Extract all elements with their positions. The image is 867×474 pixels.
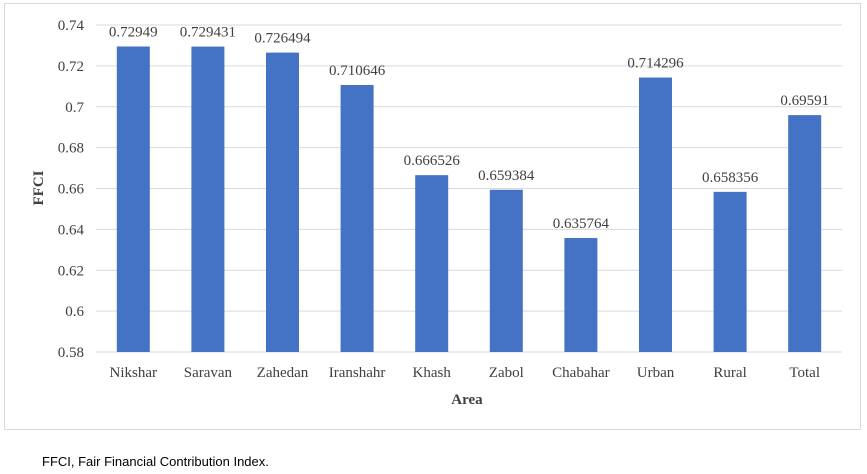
x-tick-label: Khash (413, 365, 452, 381)
bar-rural (713, 191, 747, 352)
bar-urban (639, 77, 672, 353)
y-tick-label: 0.74 (58, 18, 85, 34)
y-tick-label: 0.62 (58, 263, 84, 279)
y-tick-label: 0.58 (58, 345, 84, 361)
y-axis-title: FFCI (31, 170, 47, 205)
bar-chabahar (564, 238, 598, 352)
y-tick-label: 0.6 (65, 304, 84, 320)
x-tick-label: Zahedan (257, 365, 309, 381)
y-tick-label: 0.66 (58, 182, 85, 198)
y-axis-ticks: 0.58 0.6 0.62 0.64 0.66 0.68 0.7 0.72 0.74 (58, 18, 85, 361)
data-label: 0.726494 (254, 31, 311, 47)
y-tick-label: 0.68 (58, 141, 84, 157)
data-label: 0.69591 (780, 93, 829, 109)
data-label: 0.658356 (702, 170, 759, 186)
x-tick-label: Urban (637, 365, 675, 381)
bar-zahedan (266, 52, 299, 353)
bar-khash (415, 175, 449, 352)
data-label: 0.659384 (478, 168, 535, 184)
data-label: 0.729431 (180, 25, 236, 41)
data-labels: 0.72949 0.729431 0.726494 0.710646 0.666526 0… (109, 24, 829, 232)
figure-footnote: FFCI, Fair Financial Contribution Index. (42, 454, 269, 469)
data-label: 0.72949 (109, 24, 158, 40)
bar-iranshahr (340, 84, 374, 352)
x-tick-label: Iranshahr (329, 365, 386, 381)
bar-nikshar (116, 46, 150, 353)
y-tick-label: 0.7 (65, 100, 84, 116)
bar-zabol (489, 189, 523, 352)
data-label: 0.710646 (329, 63, 386, 79)
x-tick-label: Total (789, 365, 820, 381)
data-label: 0.666526 (404, 153, 461, 169)
x-tick-label: Chabahar (552, 365, 609, 381)
x-tick-label: Rural (713, 365, 746, 381)
y-tick-label: 0.64 (58, 222, 85, 238)
x-tick-label: Zabol (489, 365, 524, 381)
bar-saravan (191, 46, 225, 352)
x-axis-ticks: Nikshar Saravan Zahedan Iranshahr Khash Zabol… (110, 365, 820, 381)
data-label: 0.714296 (627, 56, 684, 72)
data-label: 0.635764 (553, 216, 610, 232)
bar-total (788, 115, 822, 352)
x-tick-label: Nikshar (110, 365, 158, 381)
x-axis-title: Area (451, 392, 483, 408)
x-tick-label: Saravan (184, 365, 233, 381)
y-tick-label: 0.72 (58, 59, 84, 75)
bars (116, 46, 822, 353)
bar-chart: 0.58 0.6 0.62 0.64 0.66 0.68 0.7 0.72 0.74 0.729… (31, 18, 842, 408)
